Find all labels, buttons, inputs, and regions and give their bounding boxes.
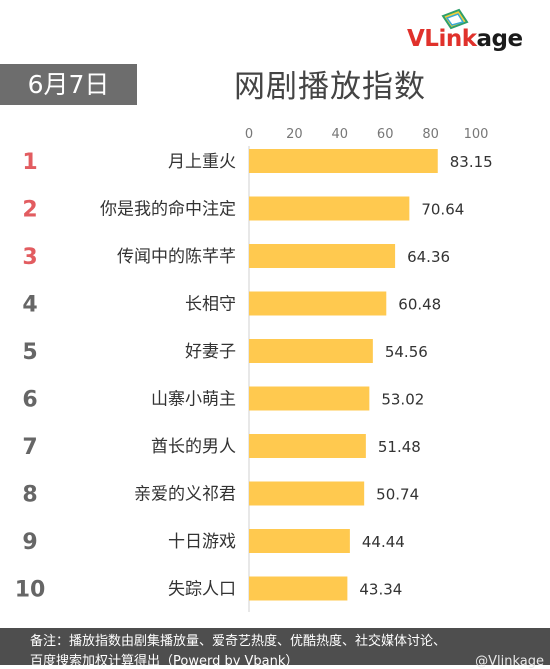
- weibo-watermark: @Vlinkage: [475, 654, 544, 669]
- footer-line-1: 备注：播放指数由剧集播放量、爱奇艺热度、优酷热度、社交媒体讨论、: [30, 634, 447, 649]
- bar-row: 4 长相守 60.48: [22, 291, 441, 318]
- category-label: 好妻子: [185, 342, 236, 362]
- vlinkage-logo: VLinkage: [407, 8, 537, 56]
- logo-mark-icon: [441, 8, 469, 30]
- logo-text: VLinkage: [407, 26, 523, 52]
- rank-label: 3: [22, 245, 37, 270]
- bar-row: 2 你是我的命中注定 70.64: [22, 196, 464, 223]
- bar: [249, 149, 438, 173]
- value-label: 43.34: [359, 581, 402, 599]
- value-label: 64.36: [407, 248, 450, 266]
- bar: [249, 386, 370, 411]
- category-label: 十日游戏: [168, 532, 236, 552]
- category-label: 你是我的命中注定: [100, 200, 236, 220]
- value-label: 53.02: [381, 391, 424, 409]
- bar: [249, 481, 365, 506]
- category-label: 传闻中的陈芊芊: [117, 247, 236, 267]
- value-label: 44.44: [362, 533, 405, 551]
- x-tick-label-0: 0: [245, 127, 253, 142]
- rank-label: 2: [22, 198, 37, 223]
- bar-row: 8 亲爱的义祁君 50.74: [22, 481, 419, 508]
- rank-label: 9: [22, 530, 37, 555]
- category-label: 长相守: [185, 295, 236, 315]
- bar-row: 7 酋长的男人 51.48: [22, 434, 421, 460]
- rank-label: 5: [22, 340, 37, 365]
- bar: [249, 291, 387, 316]
- footer-line-2: 百度搜索加权计算得出（Powerd by Vbank）: [30, 654, 299, 665]
- bar-row: 5 好妻子 54.56: [22, 339, 428, 365]
- x-tick-label-4: 80: [422, 127, 439, 142]
- chart-rows: 1 月上重火 83.15 2 你是我的命中注定 70.64 3 传闻中的陈芊芊 64.36 4 长相…: [15, 149, 493, 603]
- bar-chart: 0 20 40 60 80 100 1 月上重火 83.15 2 你是我的命中注定 70.64 3 传闻…: [15, 127, 493, 612]
- value-label: 60.48: [398, 296, 441, 314]
- x-tick-label-2: 40: [332, 127, 349, 142]
- bar: [249, 576, 348, 601]
- rank-label: 1: [22, 150, 37, 175]
- rank-label: 10: [15, 578, 46, 603]
- value-label: 83.15: [450, 153, 493, 171]
- chart-title: 网剧播放指数: [234, 69, 426, 105]
- bar-row: 10 失踪人口 43.34: [15, 576, 402, 603]
- category-label: 山寨小萌主: [151, 390, 236, 410]
- x-tick-label-3: 60: [377, 127, 394, 142]
- date-badge: 6月7日: [0, 64, 137, 105]
- category-label: 酋长的男人: [151, 437, 236, 457]
- footer-note: 备注：播放指数由剧集播放量、爱奇艺热度、优酷热度、社交媒体讨论、 百度搜索加权计…: [0, 628, 550, 665]
- bar: [249, 196, 410, 221]
- bar: [249, 529, 350, 553]
- bar-row: 9 十日游戏 44.44: [22, 529, 405, 555]
- x-tick-label-1: 20: [286, 127, 303, 142]
- bar: [249, 434, 366, 458]
- bar-row: 3 传闻中的陈芊芊 64.36: [22, 244, 450, 270]
- rank-label: 4: [22, 293, 37, 318]
- rank-label: 8: [22, 483, 37, 508]
- x-tick-label-5: 100: [464, 127, 489, 142]
- category-label: 亲爱的义祁君: [134, 485, 236, 505]
- value-label: 70.64: [421, 201, 464, 219]
- rank-label: 6: [22, 388, 37, 413]
- value-label: 50.74: [376, 486, 419, 504]
- bar: [249, 244, 396, 268]
- bar-row: 6 山寨小萌主 53.02: [22, 386, 424, 413]
- category-label: 失踪人口: [168, 580, 236, 600]
- value-label: 54.56: [385, 343, 428, 361]
- bar-row: 1 月上重火 83.15: [22, 149, 493, 175]
- category-label: 月上重火: [168, 152, 236, 172]
- rank-label: 7: [22, 435, 37, 460]
- value-label: 51.48: [378, 438, 421, 456]
- bar: [249, 339, 373, 363]
